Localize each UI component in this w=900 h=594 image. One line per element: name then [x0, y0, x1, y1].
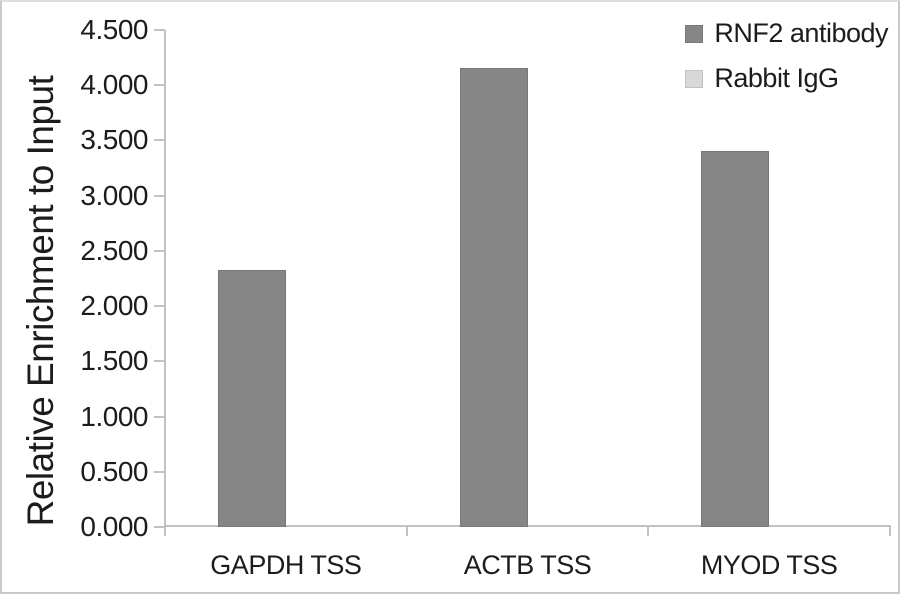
bar-rabbit-igg-myod-tss — [769, 524, 838, 527]
legend-item-rabbit-igg: Rabbit IgG — [685, 63, 888, 94]
y-tick-label: 4.000 — [80, 69, 148, 101]
y-tick-mark — [154, 360, 165, 363]
legend: RNF2 antibody Rabbit IgG — [685, 18, 888, 108]
x-axis-label-gapdh-tss: GAPDH TSS — [210, 550, 362, 580]
y-tick-mark — [154, 305, 165, 308]
x-axis-label-actb-tss: ACTB TSS — [463, 550, 592, 580]
y-tick-mark — [154, 249, 165, 252]
y-tick-mark — [154, 29, 165, 31]
y-tick-label: 3.500 — [80, 124, 148, 156]
legend-item-rnf2-antibody: RNF2 antibody — [685, 18, 888, 49]
bar-rnf2-antibody-gapdh-tss — [217, 269, 286, 527]
y-axis-line — [164, 30, 166, 536]
y-tick-label: 0.500 — [80, 455, 148, 487]
bar-rnf2-antibody-actb-tss — [459, 67, 528, 527]
legend-label-rnf2-antibody: RNF2 antibody — [714, 18, 888, 48]
x-tick-mark — [405, 527, 408, 536]
y-tick-label: 4.500 — [80, 14, 148, 45]
x-tick-mark — [889, 527, 891, 536]
y-tick-mark — [154, 194, 165, 197]
x-tick-mark — [164, 527, 166, 536]
legend-label-rabbit-igg: Rabbit IgG — [714, 63, 839, 93]
legend-swatch-rabbit-igg — [685, 69, 704, 88]
bar-rnf2-antibody-myod-tss — [701, 151, 770, 527]
y-tick-label: 0.000 — [80, 511, 148, 542]
y-tick-mark — [154, 84, 165, 87]
legend-swatch-rnf2-antibody — [685, 24, 704, 43]
y-tick-label: 1.000 — [80, 400, 148, 432]
y-tick-label: 2.000 — [80, 290, 148, 322]
y-tick-mark — [154, 526, 165, 528]
y-tick-label: 2.500 — [80, 234, 148, 266]
bar-rabbit-igg-gapdh-tss — [285, 524, 354, 527]
y-tick-mark — [154, 139, 165, 142]
x-axis-label-myod-tss: MYOD TSS — [700, 550, 838, 580]
y-tick-label: 1.500 — [80, 345, 148, 377]
y-tick-label: 3.000 — [80, 179, 148, 211]
y-tick-mark — [154, 470, 165, 473]
x-tick-mark — [647, 527, 650, 536]
y-tick-mark — [154, 415, 165, 418]
bar-rabbit-igg-actb-tss — [527, 524, 596, 527]
